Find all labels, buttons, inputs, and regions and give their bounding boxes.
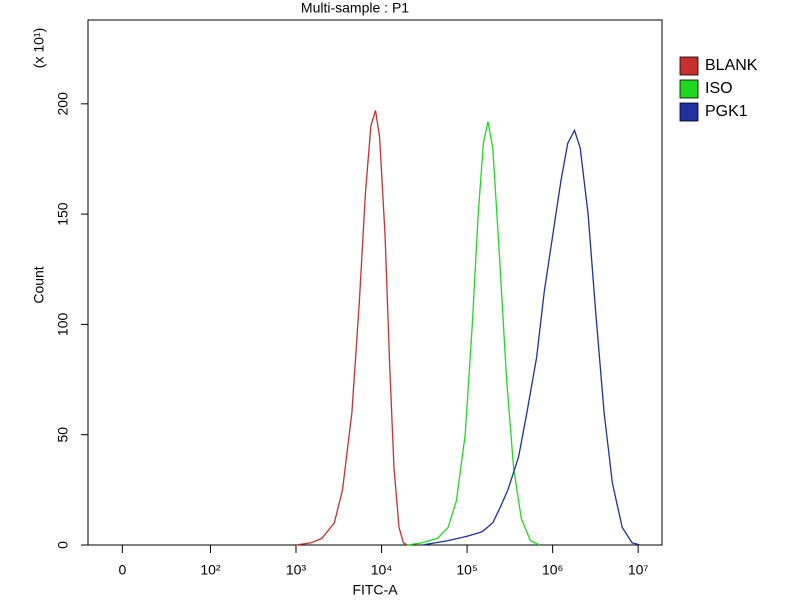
x-tick-label: 10⁵ (456, 562, 477, 578)
y-tick-label: 50 (55, 427, 71, 443)
legend-label: PGK1 (705, 103, 748, 120)
x-tick-label: 10³ (286, 562, 307, 578)
legend-swatch (679, 79, 699, 99)
legend-swatch (679, 56, 699, 76)
y-tick-label: 100 (55, 313, 71, 337)
y-multiplier: (x 10¹) (31, 28, 47, 68)
y-tick-label: 150 (55, 202, 71, 226)
x-tick-label: 10² (200, 562, 221, 578)
x-axis-label: FITC-A (352, 582, 398, 598)
y-axis-label: Count (31, 266, 47, 303)
x-tick-label: 0 (118, 562, 126, 578)
x-tick-label: 10⁶ (542, 562, 563, 578)
legend-label: ISO (705, 80, 733, 97)
chart-title: Multi-sample : P1 (301, 0, 409, 16)
y-tick-label: 200 (55, 92, 71, 116)
x-tick-label: 10⁷ (628, 562, 649, 578)
legend-label: BLANK (705, 57, 758, 74)
series-line (422, 128, 641, 546)
y-tick-label: 0 (55, 541, 71, 549)
series-line (295, 110, 408, 546)
x-tick-label: 10⁴ (371, 562, 393, 578)
plot-frame (87, 19, 663, 546)
legend-swatch (679, 102, 699, 122)
series-line (407, 121, 540, 546)
